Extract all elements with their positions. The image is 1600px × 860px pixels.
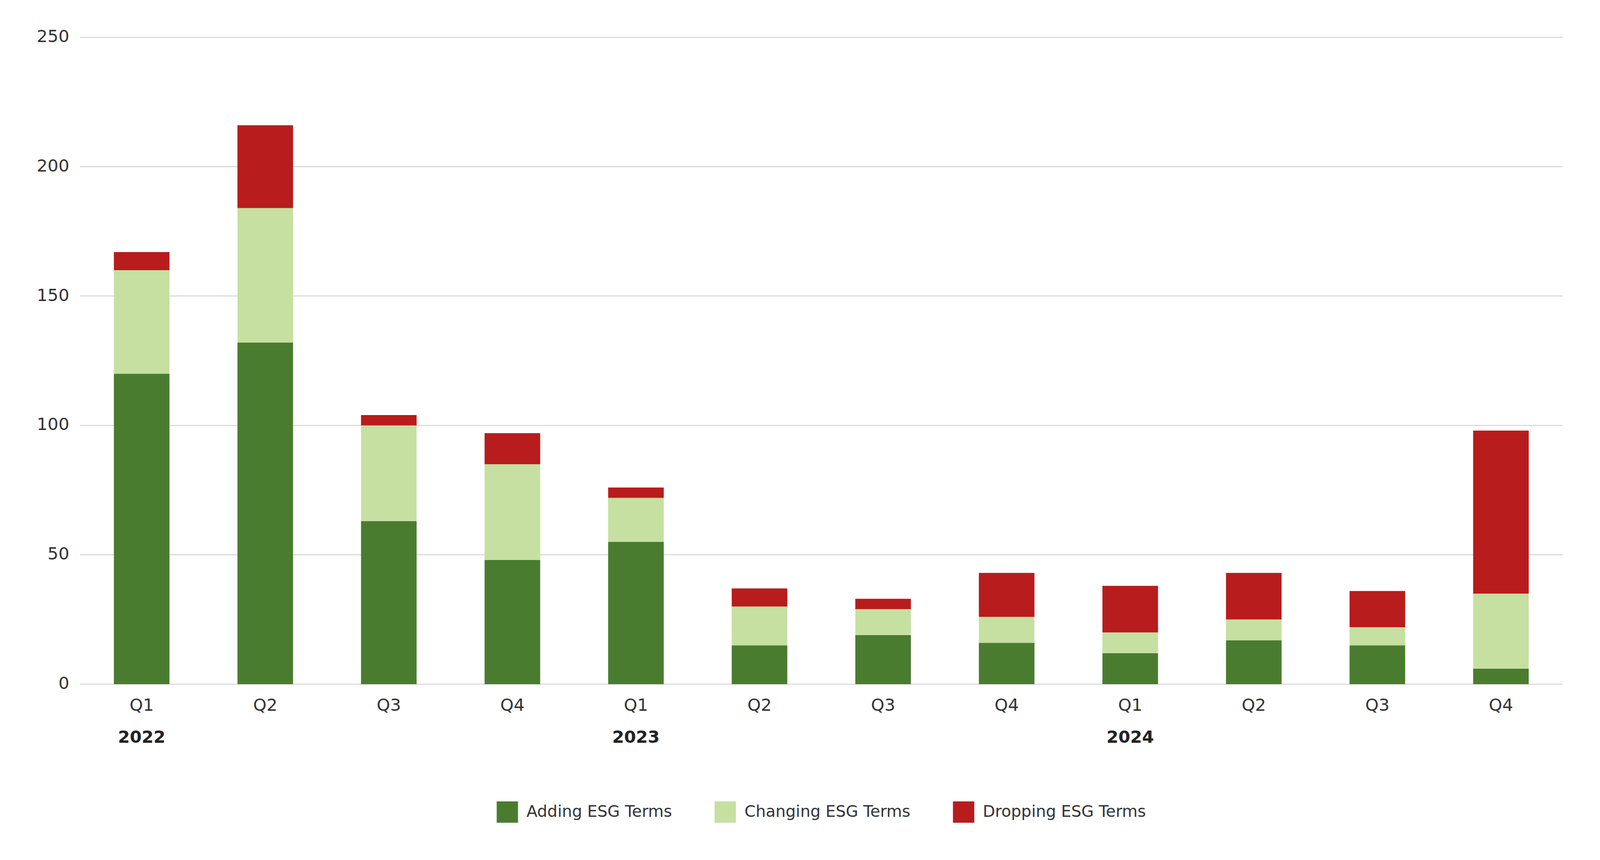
grid-line [79,166,1563,168]
legend-swatch [496,801,519,823]
bar-segment [731,606,788,646]
bar-segment [978,642,1035,684]
bar-segment [237,342,293,684]
bar-segment [1349,645,1406,684]
series [113,342,1529,684]
bar-segment [1102,585,1158,632]
bar-segment [1349,590,1406,627]
bar-segment [731,588,788,607]
bar-segment [361,414,417,426]
x-tick-label: Q2 [252,694,278,715]
bar-segment [484,559,541,684]
x-tick-label: Q3 [1365,694,1390,715]
x-tick-label: Q1 [1117,694,1143,715]
bar-segment [113,270,170,374]
bar-segment [1226,572,1282,619]
background [0,0,1600,860]
x-tick-label: Q4 [500,694,525,715]
bar-segment [608,541,664,684]
bar-segment [855,634,911,684]
y-axis: 0 50 100 150 200 250 [36,26,1563,693]
series [113,207,1529,668]
legend-item: Dropping ESG Terms [952,801,1146,823]
bar-segment [361,520,417,684]
x-tick-label: Q1 [623,694,649,715]
grid-line [79,683,1563,685]
bar-segment [1473,593,1529,669]
y-tick-label: 250 [36,26,70,47]
y-tick-label: 150 [36,284,70,306]
grid-line [79,553,1563,555]
bar-segment [484,463,541,560]
x-tick-label: Q4 [1488,694,1514,715]
bar-segment [1102,652,1158,684]
bar-segment [978,572,1035,617]
x-tick-label: Q4 [994,694,1019,715]
bar-segment [608,497,664,542]
bar-segment [1473,430,1529,594]
bar-segment [237,125,293,208]
bar-segment [978,616,1035,643]
bar-segment [855,608,911,635]
grid-line [79,36,1563,38]
bar-segment [731,645,788,684]
y-tick-label: 50 [47,543,70,564]
x-tick-label: Q3 [376,694,402,715]
legend: Adding ESG Terms Changing ESG Terms Droppi… [496,801,1147,823]
x-tick-label: Q1 [129,694,154,715]
bar-segment [1226,619,1282,641]
x-tick-label: Q2 [1241,694,1267,715]
x-tick-label: Q2 [747,694,772,715]
legend-swatch [714,801,737,823]
year-label: 2023 [611,726,660,747]
bar-segment [1226,639,1282,684]
bar-segment [113,373,170,684]
bars [113,125,1529,684]
legend-label: Dropping ESG Terms [982,801,1146,821]
x-axis: Q1 Q2 Q3 Q4 Q1 Q2 Q3 Q4 Q1 Q2 Q3 Q4 2022 2023 2024 [117,694,1513,747]
bar-segment [113,251,170,271]
chart: 0 50 100 150 200 250 Q1 Q2 Q3 Q4 Q1 Q2 Q3 Q4 Q1 Q2 Q3 Q4 2… [0,0,1600,860]
grid-line [79,425,1563,427]
y-tick-label: 100 [36,413,70,435]
bar-segment [1102,632,1158,653]
legend-label: Changing ESG Terms [744,801,911,821]
bar-segment [1473,668,1529,684]
bar-segment [608,487,664,498]
bar-segment [1349,626,1406,646]
series [113,125,1529,633]
bar-segment [237,207,293,343]
year-label: 2024 [1106,726,1154,747]
legend-item: Adding ESG Terms [496,801,673,823]
legend-swatch [952,801,975,823]
grid-line [79,295,1563,297]
x-tick-label: Q3 [870,694,896,715]
legend-item: Changing ESG Terms [714,801,911,823]
legend-label: Adding ESG Terms [526,801,673,821]
bar-segment [855,598,911,609]
y-tick-label: 0 [58,672,70,693]
year-label: 2022 [117,726,166,747]
bar-segment [484,433,541,464]
y-tick-label: 200 [36,155,70,176]
bar-segment [361,425,417,521]
